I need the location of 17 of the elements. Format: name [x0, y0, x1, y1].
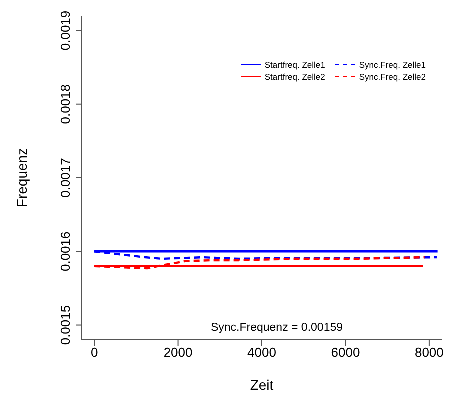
- y-tick-label: 0.0017: [58, 158, 73, 198]
- y-tick-label: 0.0019: [58, 10, 73, 51]
- annotation: Sync.Frequenz = 0.00159: [210, 322, 344, 334]
- legend-label: Sync.Freq. Zelle1: [359, 60, 426, 70]
- legend-label: Startfreq. Zelle2: [264, 72, 326, 82]
- x-tick-label: 8000: [414, 345, 444, 360]
- x-tick-label: 6000: [331, 345, 360, 360]
- y-axis-title: Frequenz: [14, 148, 30, 208]
- x-tick-label: 0: [90, 345, 98, 360]
- y-tick-label: 0.0016: [58, 232, 73, 272]
- y-tick-label: 0.0015: [58, 305, 73, 346]
- x-tick-label: 4000: [248, 345, 276, 360]
- legend-label: Sync.Freq. Zelle2: [359, 72, 426, 82]
- x-tick-label: 2000: [164, 345, 193, 360]
- y-tick-label: 0.0018: [58, 84, 73, 124]
- x-axis-title: Zeit: [250, 377, 274, 393]
- legend-label: Startfreq. Zelle1: [264, 60, 326, 70]
